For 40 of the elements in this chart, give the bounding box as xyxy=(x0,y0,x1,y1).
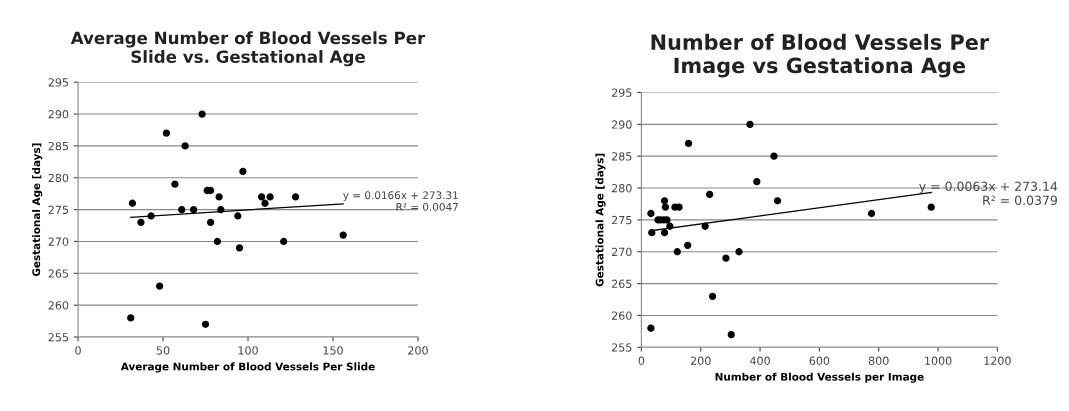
y-axis-title: Gestational Age [days] xyxy=(595,153,606,287)
y-tick-label: 285 xyxy=(48,141,69,151)
chart-title: Number of Blood Vessels Per Image vs Gestationa Age xyxy=(651,33,990,78)
x-axis-title: Average Number of Blood Vessels Per Slide xyxy=(120,362,375,373)
x-tick-label: 200 xyxy=(408,346,428,355)
x-tick-label: 100 xyxy=(238,346,258,355)
x-tick-label: 600 xyxy=(809,356,830,365)
y-tick-label: 265 xyxy=(48,269,69,278)
x-tick-label: 400 xyxy=(750,356,770,365)
x-tick-label: 800 xyxy=(868,356,889,365)
y-tick-label: 295 xyxy=(48,78,69,87)
x-tick-label: 0 xyxy=(638,356,645,365)
annotation: R² = 0.0047 xyxy=(396,202,458,211)
annotation: y = 0.0063x + 273.14 xyxy=(919,181,1058,194)
y-tick-label: 255 xyxy=(48,332,69,342)
y-tick-label: 285 xyxy=(611,152,632,161)
x-tick-label: 1200 xyxy=(984,356,1011,365)
x-tick-label: 200 xyxy=(690,356,711,365)
y-tick-label: 275 xyxy=(611,215,632,225)
chart-title: Average Number of Blood Vessels Per Slide vs. Gestational Age xyxy=(70,31,426,67)
x-tick-label: 1000 xyxy=(925,356,952,365)
y-tick-label: 275 xyxy=(48,205,69,214)
annotation: y = 0.0166x + 273.31 xyxy=(343,191,458,202)
y-tick-label: 295 xyxy=(611,88,632,97)
y-tick-label: 280 xyxy=(48,173,69,183)
y-tick-label: 260 xyxy=(611,311,632,320)
annotation: R² = 0.0379 xyxy=(983,195,1058,206)
y-tick-label: 290 xyxy=(48,110,69,119)
x-tick-label: 50 xyxy=(156,346,170,355)
x-axis-title: Number of Blood Vessels per Image xyxy=(715,372,924,383)
x-tick-label: 150 xyxy=(323,346,343,355)
y-axis-title: Gestational Age [days] xyxy=(32,143,43,277)
y-tick-label: 270 xyxy=(611,247,632,257)
y-tick-label: 265 xyxy=(611,279,632,288)
y-tick-label: 270 xyxy=(48,237,69,246)
y-tick-label: 290 xyxy=(611,120,632,129)
y-tick-label: 280 xyxy=(611,184,632,193)
y-tick-label: 260 xyxy=(48,301,69,310)
x-tick-label: 0 xyxy=(75,346,81,355)
y-tick-label: 255 xyxy=(611,343,632,352)
